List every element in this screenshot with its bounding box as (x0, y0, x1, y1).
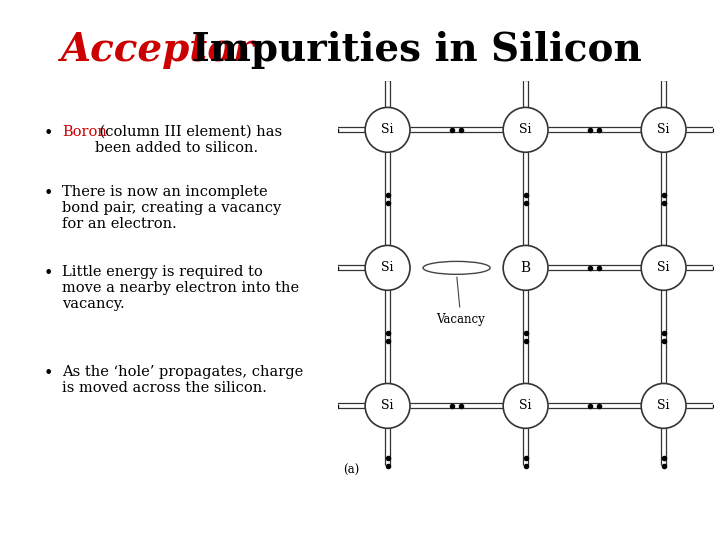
Circle shape (365, 107, 410, 152)
Text: Vacancy: Vacancy (436, 277, 485, 326)
Text: •: • (43, 125, 53, 142)
Circle shape (503, 383, 548, 428)
Text: •: • (43, 365, 53, 382)
Text: Si: Si (382, 123, 394, 136)
Text: Si: Si (519, 400, 532, 413)
Text: Impurities in Silicon: Impurities in Silicon (178, 31, 642, 69)
Text: B: B (521, 261, 531, 275)
Text: •: • (43, 265, 53, 282)
Text: •: • (43, 185, 53, 202)
Text: Si: Si (657, 123, 670, 136)
Text: Little energy is required to
move a nearby electron into the
vacancy.: Little energy is required to move a near… (62, 265, 299, 312)
Text: (a): (a) (343, 464, 359, 477)
Text: There is now an incomplete
bond pair, creating a vacancy
for an electron.: There is now an incomplete bond pair, cr… (62, 185, 282, 232)
Text: Si: Si (382, 400, 394, 413)
Text: Si: Si (382, 261, 394, 274)
Circle shape (365, 383, 410, 428)
Text: Acceptor: Acceptor (60, 31, 253, 69)
Text: Boron: Boron (62, 125, 107, 139)
Text: Si: Si (519, 123, 532, 136)
Circle shape (642, 107, 686, 152)
Text: (column III element) has
been added to silicon.: (column III element) has been added to s… (95, 125, 282, 155)
Circle shape (642, 246, 686, 291)
Circle shape (503, 246, 548, 291)
Text: As the ‘hole’ propagates, charge
is moved across the silicon.: As the ‘hole’ propagates, charge is move… (62, 365, 303, 395)
Circle shape (365, 246, 410, 291)
Text: Si: Si (657, 261, 670, 274)
Circle shape (503, 107, 548, 152)
Circle shape (642, 383, 686, 428)
Text: Si: Si (657, 400, 670, 413)
